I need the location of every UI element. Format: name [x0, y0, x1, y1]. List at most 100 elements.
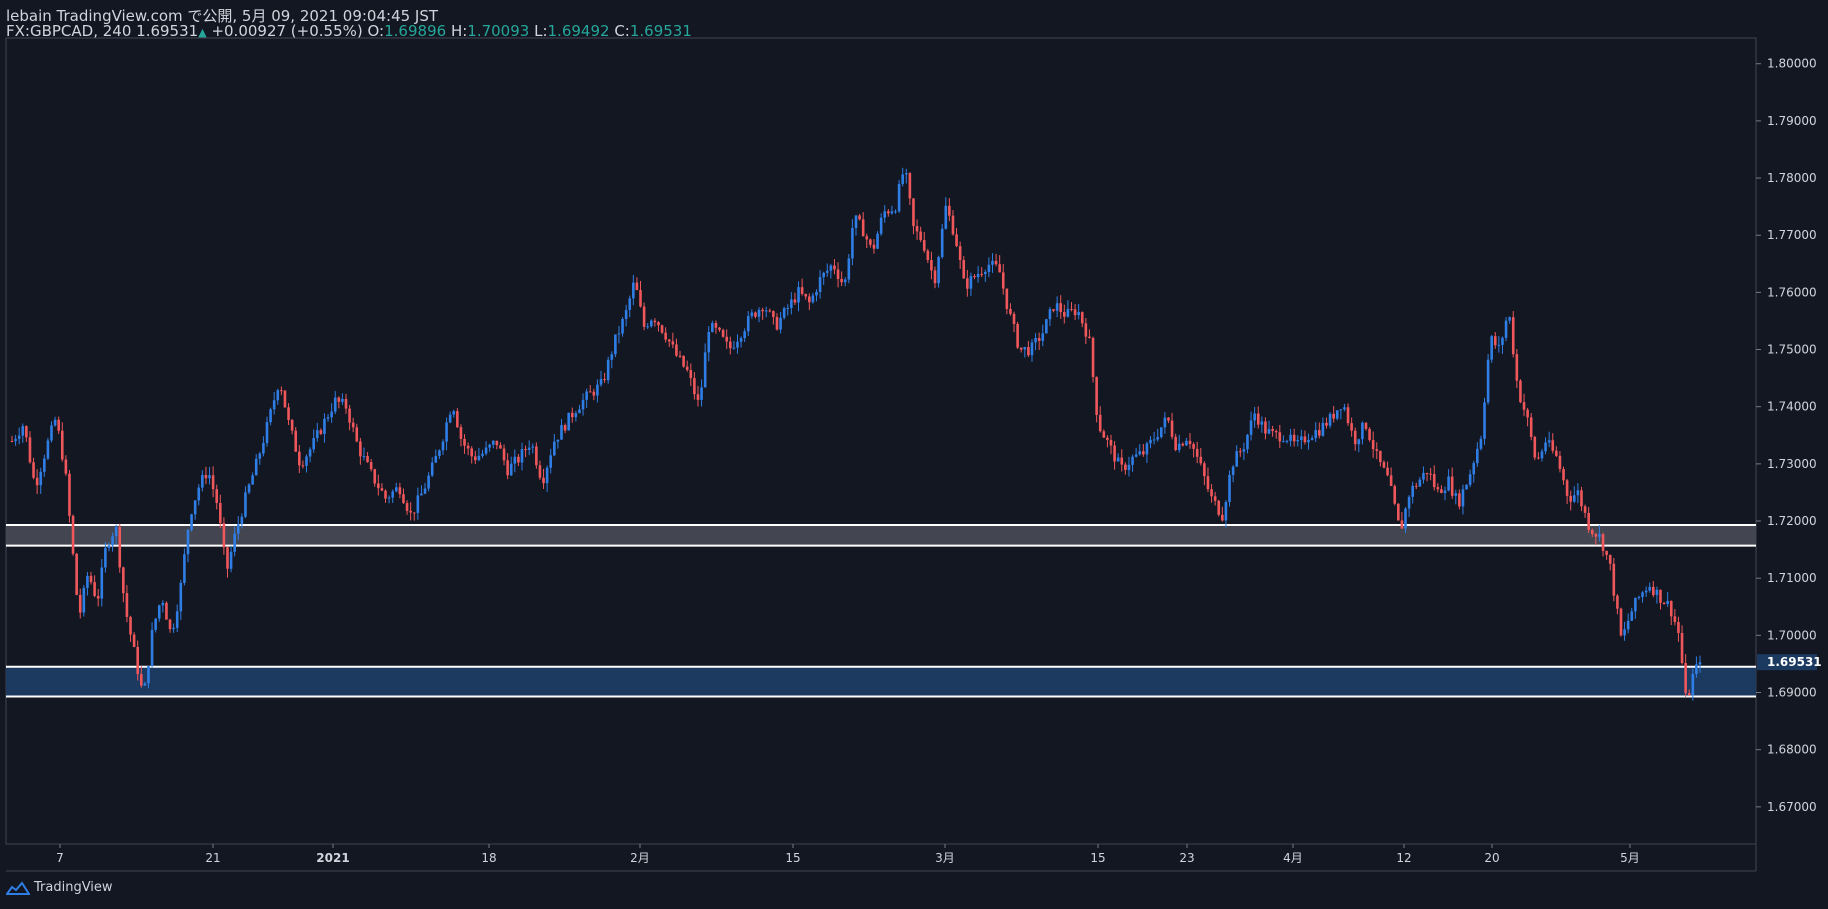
- candle-body: [1479, 438, 1483, 449]
- zone-0[interactable]: [6, 525, 1756, 546]
- candle-body: [1203, 463, 1206, 477]
- candle-body: [499, 445, 502, 449]
- candle-body: [1300, 436, 1303, 441]
- candle-body: [1282, 441, 1285, 443]
- zone-1[interactable]: [6, 666, 1756, 697]
- candle-body: [35, 477, 39, 486]
- candle-body: [1289, 434, 1292, 441]
- candle-body: [833, 265, 836, 270]
- candle-body: [1368, 428, 1371, 441]
- candle-body: [772, 311, 775, 317]
- candle-body: [459, 427, 463, 439]
- candle-body: [1465, 484, 1468, 490]
- y-tick-label: 1.73000: [1767, 457, 1817, 471]
- candle-body: [366, 456, 369, 463]
- candle-body: [1195, 448, 1199, 457]
- candle-body: [1177, 443, 1181, 450]
- candle-body: [377, 483, 380, 489]
- candle-body: [1515, 354, 1519, 381]
- candle-body: [815, 291, 818, 296]
- candle-body: [287, 407, 290, 420]
- candle-body: [438, 450, 441, 457]
- candle-body: [955, 234, 958, 247]
- candle-body: [423, 488, 427, 494]
- candle-body: [1669, 600, 1673, 617]
- candle-body: [790, 299, 793, 308]
- candle-body: [394, 487, 398, 492]
- candle-body: [1580, 490, 1583, 507]
- candle-body: [901, 174, 904, 184]
- candle-body: [897, 183, 901, 212]
- candle-body: [445, 422, 448, 442]
- candle-body: [1608, 555, 1612, 564]
- candle-body: [168, 619, 172, 630]
- candle-body: [28, 437, 32, 463]
- candle-body: [876, 233, 879, 249]
- candle-body: [201, 475, 204, 488]
- candle-body: [678, 355, 682, 357]
- candle-body: [1242, 449, 1246, 452]
- candle-body: [1565, 480, 1569, 496]
- candle-body: [502, 448, 506, 461]
- candle-body: [1400, 520, 1404, 529]
- candle-body: [1558, 455, 1562, 469]
- candle-body: [1486, 359, 1490, 403]
- candle-body: [599, 379, 603, 385]
- candle-body: [488, 444, 491, 448]
- y-tick-label: 1.79000: [1767, 114, 1817, 128]
- candle-body: [208, 475, 211, 479]
- candle-body: [1652, 586, 1655, 596]
- candle-body: [603, 379, 606, 381]
- candle-body: [1547, 440, 1551, 443]
- candle-body: [549, 455, 553, 468]
- candle-body: [1009, 309, 1012, 314]
- x-tick-label: 12: [1396, 851, 1411, 865]
- y-tick-label: 1.77000: [1767, 228, 1817, 242]
- candle-body: [811, 295, 815, 303]
- candle-body: [1292, 434, 1296, 442]
- candle-body: [1192, 444, 1195, 449]
- candle-body: [330, 411, 333, 418]
- candle-body: [290, 419, 294, 431]
- candle-body: [825, 270, 829, 273]
- candle-body: [660, 325, 664, 333]
- candle-body: [420, 493, 423, 496]
- close-value: 1.69531: [629, 22, 692, 40]
- candle-body: [215, 489, 219, 504]
- candle-body: [154, 618, 157, 630]
- candle-body: [930, 260, 933, 271]
- candle-body: [1134, 454, 1138, 457]
- candle-body: [1677, 622, 1680, 633]
- candle-body: [513, 456, 517, 464]
- candle-body: [1307, 439, 1310, 443]
- candle-body: [315, 430, 319, 439]
- candle-body: [46, 440, 50, 459]
- candle-body: [319, 430, 323, 434]
- candle-body: [675, 344, 678, 356]
- candle-body: [1544, 442, 1547, 452]
- candle-body: [1127, 464, 1131, 470]
- candle-body: [553, 441, 556, 456]
- candle-body: [1454, 493, 1458, 496]
- candle-body: [1432, 474, 1436, 488]
- candle-body: [732, 347, 736, 349]
- candle-body: [1285, 440, 1289, 442]
- candle-body: [621, 319, 624, 334]
- candle-body: [474, 456, 477, 461]
- candle-body: [111, 536, 114, 546]
- candle-body: [104, 548, 107, 568]
- candle-body: [107, 545, 111, 549]
- x-tick-label: 18: [481, 851, 496, 865]
- candle-body: [556, 439, 560, 442]
- candle-body: [1296, 440, 1300, 442]
- candle-body: [904, 173, 908, 175]
- candle-body: [1120, 457, 1124, 465]
- candle-body: [43, 458, 46, 472]
- candle-body: [441, 441, 445, 451]
- candle-body: [1260, 421, 1264, 425]
- candle-body: [1533, 436, 1537, 458]
- candle-body: [294, 430, 298, 452]
- candle-body: [380, 488, 384, 491]
- candle-body: [1612, 563, 1616, 596]
